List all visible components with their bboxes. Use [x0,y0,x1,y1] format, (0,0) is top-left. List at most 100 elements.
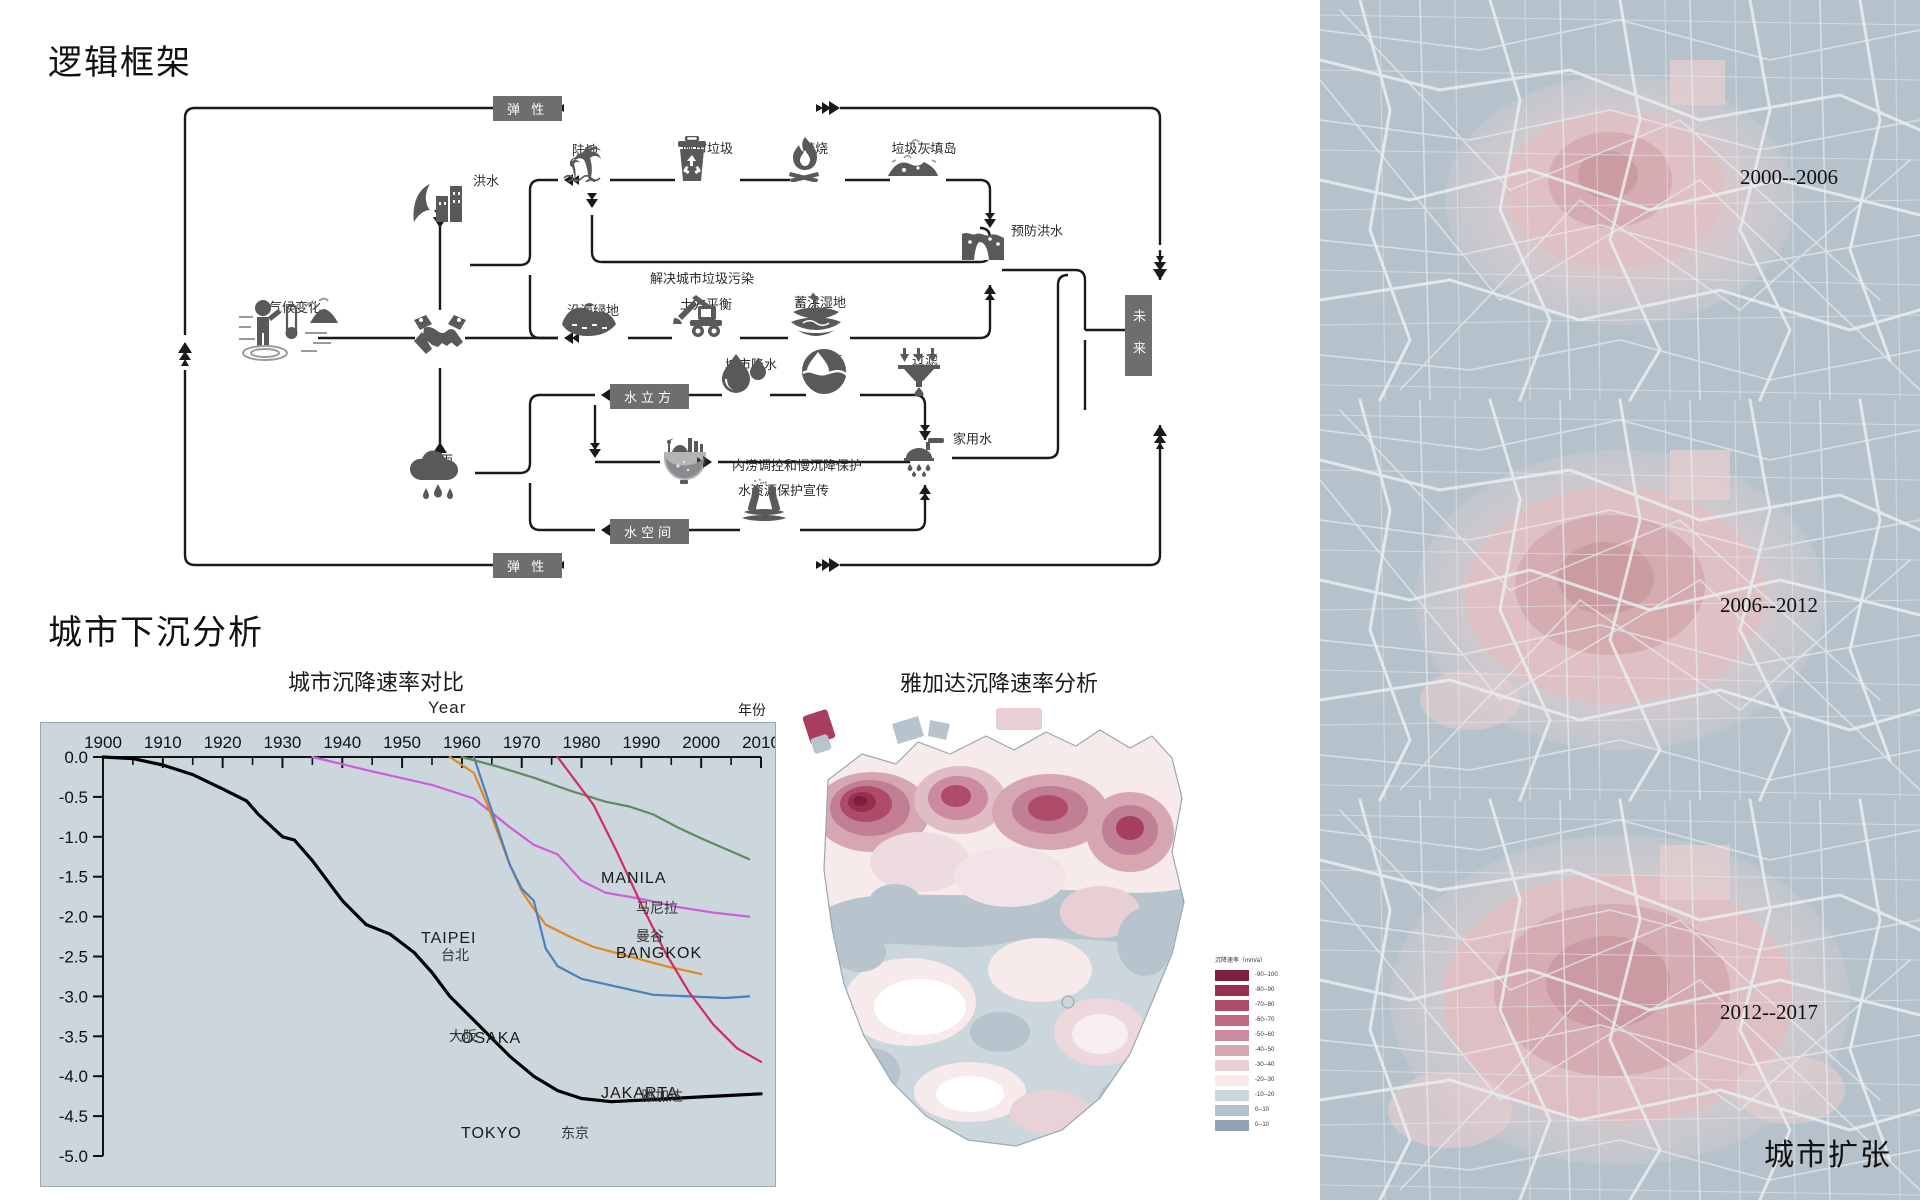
chart-label-taipei: TAIPEI [421,930,477,947]
svg-text:1910: 1910 [144,733,182,752]
node-city-waste[interactable]: 城市垃圾 [672,136,742,181]
node-incineration[interactable]: 焚烧 [785,136,845,182]
jakarta-map-title: 雅加达沉降速率分析 [900,671,1099,696]
subsidence-line-chart: 城市沉降速率对比 Year 年份 Subsidence(m) 沉降(米) 190… [38,660,780,1190]
map-legend-swatch [1215,1089,1249,1101]
chart-label-manila: MANILA [601,870,667,887]
chart-label-cn-taipei: 台北 [441,948,469,964]
map-legend-swatch [1215,1029,1249,1041]
svg-text:-2.5: -2.5 [59,948,88,967]
satellite-period-1: 2000--2006 [1740,165,1838,189]
map-legend-swatch [1215,1059,1249,1071]
flood-barrier-icon [962,233,1004,260]
rain-cloud-icon [410,450,458,499]
map-legend-swatch [1215,984,1249,996]
svg-text:-1.0: -1.0 [59,828,88,847]
map-legend-swatch [1215,969,1249,981]
node-ash-fill-island[interactable]: 垃圾灰填岛 [882,136,966,176]
svg-text:-0.5: -0.5 [59,788,88,807]
node-label-ash-fill-island: 垃圾灰填岛 [891,141,957,156]
chart-plot-area[interactable]: 1900 1910 1920 1930 1940 1950 1960 1970 1980 1990… [40,722,780,1187]
filter-funnel-icon [898,348,940,396]
chart-series-tokyo [101,755,763,1104]
node-rainfall[interactable]: 降雨 [408,448,472,499]
excavator-icon [673,295,722,337]
svg-text:-4.5: -4.5 [59,1107,88,1126]
chart-label-cn-manila: 马尼拉 [636,901,678,917]
map-legend-label: -70--80 [1255,1002,1275,1008]
map-legend-header: 沉降速率（mm/a） [1215,958,1267,964]
chart-series-taipei [448,755,703,976]
svg-text:-3.0: -3.0 [59,987,88,1006]
chart-label-cn-osaka: 大阪 [449,1029,477,1045]
page-title-framework: 逻辑框架 [48,44,192,82]
coastal-green-icon [562,303,616,336]
map-legend-label: 0--10 [1255,1122,1270,1128]
city-bowl-icon [664,438,706,484]
node-water-promo[interactable]: 水资源保护宣传 [738,478,829,521]
svg-text:1930: 1930 [264,733,302,752]
urban-expansion-caption: 城市扩张 [1764,1139,1892,1172]
wetland-icon [791,292,841,336]
jakarta-contour-map[interactable] [800,702,1220,1172]
svg-text:1950: 1950 [383,733,421,752]
diagram-connectors [178,101,1167,572]
flood-icon [413,184,462,222]
svg-text:1940: 1940 [323,733,361,752]
map-legend-swatch [1215,1074,1249,1086]
node-earthwork-balance[interactable]: 土方平衡 [670,292,742,337]
shower-icon [904,438,944,477]
svg-text:-2.0: -2.0 [59,908,88,927]
map-legend: 沉降速率（mm/a） -90--100 -80--90 -70--80 -60--70… [1215,955,1307,1133]
map-legend-label: -20--30 [1255,1077,1275,1083]
urban-expansion-maps[interactable] [1320,0,1920,1200]
node-filter[interactable]: 过滤 [896,348,954,396]
chip-water-space[interactable]: 水空间 [610,519,690,544]
map-legend-row: -30--40 [1215,1058,1307,1072]
map-legend-swatch [1215,1104,1249,1116]
chart-label-cn-bangkok: 曼谷 [636,929,664,945]
node-land[interactable]: 陆地 [558,138,612,182]
svg-text:1990: 1990 [622,733,660,752]
chart-svg: 1900 1910 1920 1930 1940 1950 1960 1970 1980 1990… [59,733,780,1166]
svg-text:-3.5: -3.5 [59,1027,88,1046]
map-legend-label: -90--100 [1255,972,1278,978]
svg-text:1960: 1960 [443,733,481,752]
jakarta-subsidence-map: 雅加达沉降速率分析 [790,660,1310,1190]
map-legend-row: -80--90 [1215,983,1307,997]
map-legend-label: -30--40 [1255,1062,1275,1068]
fire-icon [789,137,819,182]
map-legend-label: -10--20 [1255,1092,1275,1098]
map-legend-row: -70--80 [1215,998,1307,1012]
map-legend-row: -40--50 [1215,1043,1307,1057]
node-coastal-green[interactable]: 沿海绿地 [558,298,628,336]
page-title-subsidence: 城市下沉分析 [48,614,264,652]
node-label-flood-wetland: 蓄洪湿地 [793,295,846,310]
chart-label-tokyo: TOKYO [461,1125,522,1142]
satellite-panel-2 [1320,398,1920,802]
svg-text:0.0: 0.0 [64,748,88,767]
chart-series-jakarta [556,755,763,1063]
node-flood-wetland[interactable]: 蓄洪湿地 [785,290,855,336]
chip-future[interactable]: 未 来 [1125,295,1152,377]
map-legend-row: -50--60 [1215,1028,1307,1042]
chip-resilience-top[interactable]: 弹 性 [493,96,563,121]
chart-label-cn-jakarta: 雅加达 [641,1089,683,1105]
node-urban-rain[interactable]: 城市降水 [718,352,784,393]
node-climate-change[interactable]: 气候变化 [235,295,355,361]
map-legend-swatch [1215,1014,1249,1026]
svg-text:-5.0: -5.0 [59,1147,88,1166]
logic-framework-diagram: 弹 性 弹 性 水立方 水空间 未 来 [140,80,1300,590]
node-collect[interactable]: 收集 [800,348,860,394]
node-label-domestic-water: 家用水 [953,431,993,447]
chart-xaxis-label: Year [428,698,467,717]
annotation-solve-waste: 解决城市垃圾污染 [650,271,755,286]
map-legend-row: -60--70 [1215,1013,1307,1027]
chip-water-cube[interactable]: 水立方 [610,384,690,409]
chip-resilience-bottom[interactable]: 弹 性 [493,553,563,578]
node-label-flood: 洪水 [473,173,500,189]
water-drop-icon [722,354,766,393]
svg-text:2000: 2000 [682,733,720,752]
svg-text:1980: 1980 [563,733,601,752]
map-legend-swatch [1215,999,1249,1011]
